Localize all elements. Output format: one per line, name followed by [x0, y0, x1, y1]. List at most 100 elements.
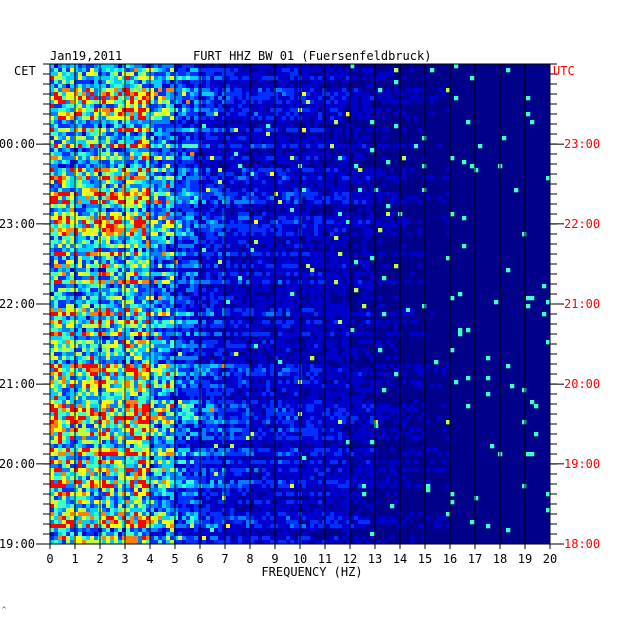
- heatmap-cell: [162, 320, 167, 325]
- heatmap-cell: [102, 80, 107, 85]
- heatmap-cell: [278, 148, 283, 153]
- heatmap-cell: [286, 64, 291, 69]
- heatmap-cell: [50, 272, 55, 277]
- heatmap-cell: [126, 144, 131, 149]
- heatmap-cell: [130, 252, 135, 257]
- heatmap-cell: [62, 184, 67, 189]
- heatmap-cell: [306, 152, 311, 157]
- heatmap-cell: [418, 332, 423, 337]
- heatmap-cell: [134, 292, 139, 297]
- heatmap-cell: [242, 120, 247, 125]
- heatmap-cell: [274, 152, 279, 157]
- heatmap-cell: [322, 224, 327, 229]
- heatmap-cell: [166, 140, 171, 145]
- heatmap-cell: [306, 224, 311, 229]
- heatmap-cell: [82, 120, 87, 125]
- heatmap-cell: [90, 132, 95, 137]
- heatmap-cell: [178, 236, 183, 241]
- heatmap-cell: [122, 68, 127, 73]
- heatmap-cell: [58, 204, 63, 209]
- heatmap-cell: [138, 256, 143, 261]
- heatmap-cell: [238, 124, 243, 129]
- heatmap-cell: [178, 220, 183, 225]
- heatmap-cell: [262, 108, 267, 113]
- heatmap-cell: [358, 92, 363, 97]
- heatmap-cell: [214, 96, 219, 101]
- heatmap-cell: [166, 100, 171, 105]
- heatmap-cell: [182, 148, 187, 153]
- heatmap-cell: [258, 76, 263, 81]
- heatmap-cell: [306, 316, 311, 321]
- heatmap-cell: [178, 168, 183, 173]
- heatmap-cell: [274, 264, 279, 269]
- heatmap-cell: [90, 260, 95, 265]
- heatmap-cell: [270, 164, 275, 169]
- heatmap-cell: [190, 208, 195, 213]
- heatmap-cell: [66, 244, 71, 249]
- heatmap-cell: [118, 316, 123, 321]
- heatmap-cell: [54, 248, 59, 253]
- heatmap-cell: [238, 148, 243, 153]
- heatmap-cell: [54, 252, 59, 257]
- heatmap-cell: [334, 168, 339, 173]
- heatmap-cell: [178, 264, 183, 269]
- heatmap-cell: [138, 236, 143, 241]
- heatmap-cell: [282, 120, 287, 125]
- heatmap-cell: [262, 184, 267, 189]
- heatmap-cell: [90, 92, 95, 97]
- heatmap-cell: [302, 96, 307, 101]
- heatmap-cell: [158, 76, 163, 81]
- heatmap-cell: [50, 204, 55, 209]
- heatmap-cell: [134, 324, 139, 329]
- heatmap-cell: [110, 308, 115, 313]
- heatmap-cell: [258, 224, 263, 229]
- heatmap-cell: [234, 272, 239, 277]
- heatmap-cell: [62, 76, 67, 81]
- heatmap-cell: [274, 72, 279, 77]
- heatmap-cell: [246, 296, 251, 301]
- heatmap-cell: [362, 104, 367, 109]
- heatmap-cell: [166, 216, 171, 221]
- heatmap-cell: [362, 96, 367, 101]
- heatmap-cell: [202, 320, 207, 325]
- heatmap-cell: [146, 196, 151, 201]
- heatmap-cell: [170, 200, 175, 205]
- heatmap-cell: [94, 296, 99, 301]
- heatmap-cell: [270, 300, 275, 305]
- heatmap-cell: [118, 220, 123, 225]
- heatmap-cell: [286, 204, 291, 209]
- heatmap-cell: [138, 196, 143, 201]
- heatmap-cell: [94, 304, 99, 309]
- heatmap-cell: [186, 156, 191, 161]
- heatmap-cell: [62, 196, 67, 201]
- heatmap-cell: [126, 152, 131, 157]
- heatmap-cell: [394, 180, 399, 185]
- heatmap-cell: [106, 92, 111, 97]
- heatmap-cell: [202, 332, 207, 337]
- heatmap-cell: [326, 300, 331, 305]
- heatmap-cell: [78, 296, 83, 301]
- heatmap-cell: [126, 72, 131, 77]
- heatmap-cell: [94, 168, 99, 173]
- heatmap-cell: [106, 208, 111, 213]
- heatmap-cell: [306, 272, 311, 277]
- heatmap-cell: [222, 324, 227, 329]
- heatmap-cell: [50, 120, 55, 125]
- heatmap-cell: [290, 172, 295, 177]
- heatmap-cell: [102, 100, 107, 105]
- heatmap-cell: [294, 316, 299, 321]
- heatmap-cell: [318, 68, 323, 73]
- heatmap-cell: [146, 216, 151, 221]
- heatmap-cell: [246, 332, 251, 337]
- heatmap-cell: [122, 140, 127, 145]
- heatmap-cell: [74, 96, 79, 101]
- heatmap-cell: [378, 228, 383, 233]
- heatmap-cell: [202, 224, 207, 229]
- heatmap-cell: [126, 88, 131, 93]
- heatmap-cell: [354, 284, 359, 289]
- heatmap-cell: [162, 264, 167, 269]
- heatmap-cell: [162, 200, 167, 205]
- heatmap-cell: [50, 264, 55, 269]
- heatmap-cell: [210, 300, 215, 305]
- heatmap-cell: [122, 156, 127, 161]
